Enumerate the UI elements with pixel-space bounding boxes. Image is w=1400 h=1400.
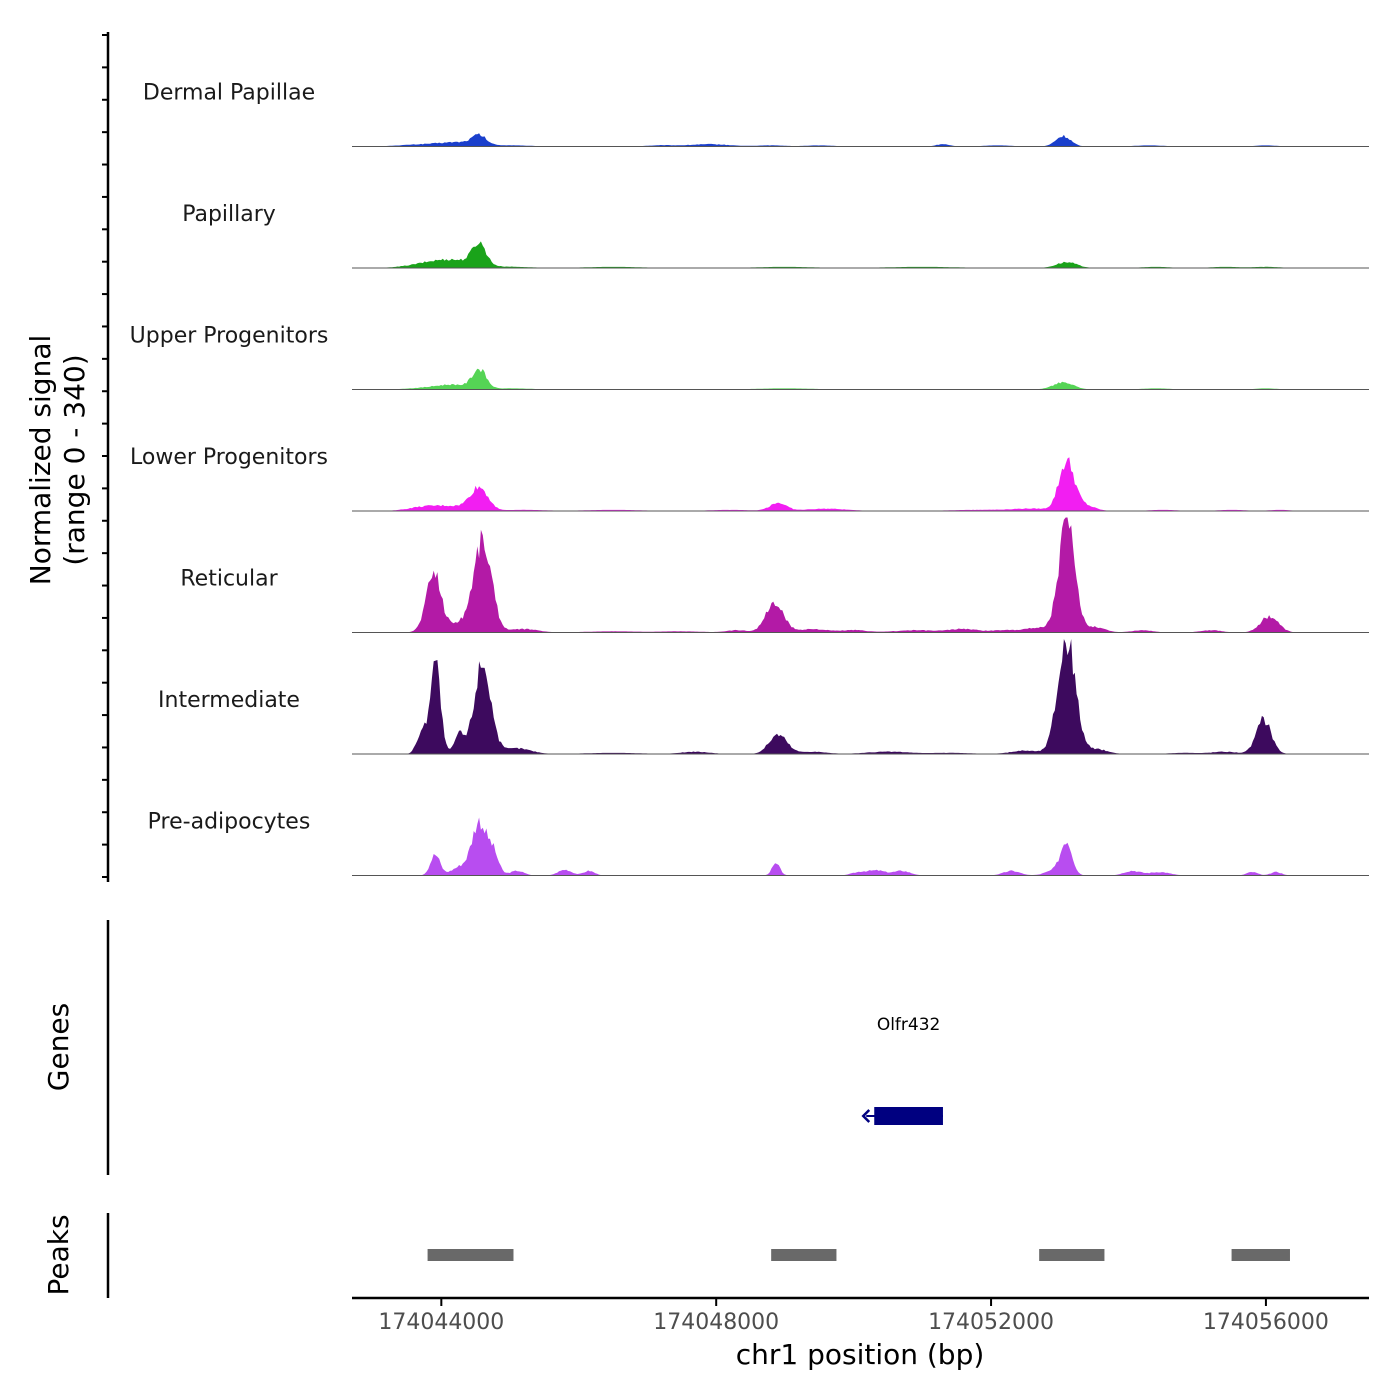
signal-area bbox=[352, 241, 1369, 268]
genes-track: Olfr432 bbox=[861, 1015, 943, 1125]
track-papillary: Papillary bbox=[182, 202, 1369, 269]
track-reticular: Reticular bbox=[180, 517, 1369, 633]
peaks-panel-label: Peaks bbox=[42, 1214, 75, 1295]
y-axis-title: Normalized signal bbox=[24, 335, 57, 586]
gene-label: Olfr432 bbox=[877, 1015, 941, 1035]
strand-arrow bbox=[861, 1109, 871, 1123]
track-label: Dermal Papillae bbox=[143, 81, 315, 106]
signal-tracks: Dermal Papillae Papillary Upper Progenitor… bbox=[130, 81, 1369, 876]
peak-region bbox=[771, 1249, 837, 1261]
y-axis-title-range: (range 0 - 340) bbox=[58, 354, 91, 565]
track-pre-adipocytes: Pre-adipocytes bbox=[148, 810, 1369, 876]
track-label: Upper Progenitors bbox=[130, 324, 329, 349]
track-label: Intermediate bbox=[158, 688, 300, 713]
track-label: Pre-adipocytes bbox=[148, 810, 311, 835]
x-tick-label: 174048000 bbox=[653, 1310, 779, 1335]
signal-area bbox=[352, 817, 1369, 876]
genes-panel-label: Genes bbox=[42, 1003, 75, 1091]
track-label: Papillary bbox=[182, 202, 276, 227]
x-tick-label: 174056000 bbox=[1203, 1310, 1329, 1335]
signal-area bbox=[352, 639, 1369, 754]
gene-exon bbox=[874, 1107, 943, 1125]
track-label: Reticular bbox=[180, 567, 278, 592]
track-lower-progenitors: Lower Progenitors bbox=[130, 445, 1369, 512]
signal-area bbox=[352, 133, 1369, 147]
x-axis-title: chr1 position (bp) bbox=[736, 1338, 985, 1371]
track-label: Lower Progenitors bbox=[130, 445, 328, 470]
x-tick-label: 174044000 bbox=[378, 1310, 504, 1335]
peak-region bbox=[1039, 1249, 1105, 1261]
signal-area bbox=[352, 457, 1369, 511]
peaks-track bbox=[427, 1249, 1290, 1261]
track-dermal-papillae: Dermal Papillae bbox=[143, 81, 1369, 147]
x-axis-ticks: 174044000 174048000 174052000 174056000 bbox=[378, 1298, 1329, 1335]
signal-area bbox=[352, 368, 1369, 390]
signal-area bbox=[352, 517, 1369, 633]
y-axis-ticks bbox=[102, 34, 108, 878]
peak-region bbox=[427, 1249, 514, 1261]
x-tick-label: 174052000 bbox=[928, 1310, 1054, 1335]
track-upper-progenitors: Upper Progenitors bbox=[130, 324, 1369, 390]
peak-region bbox=[1231, 1249, 1290, 1261]
track-intermediate: Intermediate bbox=[158, 639, 1369, 755]
